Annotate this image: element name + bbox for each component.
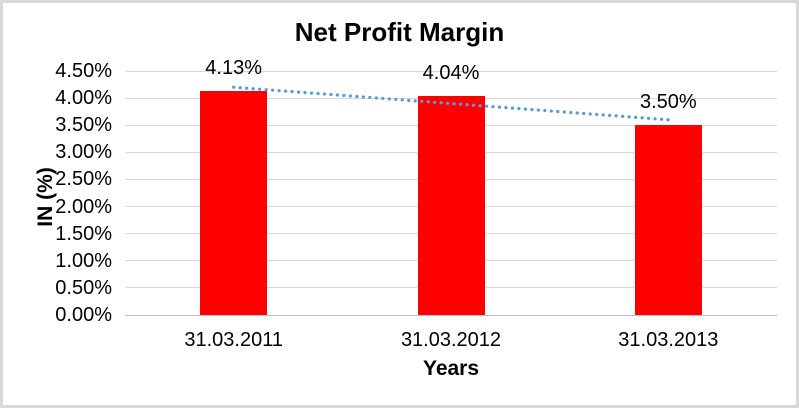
bar-value-label: 3.50% <box>639 91 697 114</box>
x-tick-label: 31.03.2013 <box>618 329 719 351</box>
y-tick-label: 2.50% <box>55 168 112 191</box>
chart-title: Net Profit Margin <box>294 17 505 47</box>
bar-31.03.2011 <box>200 91 268 315</box>
gridline <box>125 70 777 72</box>
y-tick-label: 0.50% <box>55 276 112 299</box>
y-tick-label: 0.00% <box>55 304 112 326</box>
bar-value-label: 4.04% <box>422 61 480 84</box>
y-tick-label: 4.50% <box>55 60 112 82</box>
x-axis-title: Years <box>422 357 480 380</box>
y-tick-label: 3.00% <box>55 141 112 164</box>
bar-31.03.2013 <box>634 125 702 315</box>
bar-31.03.2012 <box>417 95 485 315</box>
x-tick-label: 31.03.2011 <box>184 329 283 351</box>
y-tick-label: 1.50% <box>55 222 112 245</box>
y-tick-label: 3.50% <box>55 114 112 137</box>
y-tick-label: 2.00% <box>55 195 112 218</box>
y-tick-label: 1.00% <box>55 249 112 272</box>
y-tick-label: 4.00% <box>55 87 112 110</box>
x-tick-label: 31.03.2012 <box>400 329 502 351</box>
x-axis-line <box>125 314 777 316</box>
bar-value-label: 4.13% <box>205 57 263 80</box>
